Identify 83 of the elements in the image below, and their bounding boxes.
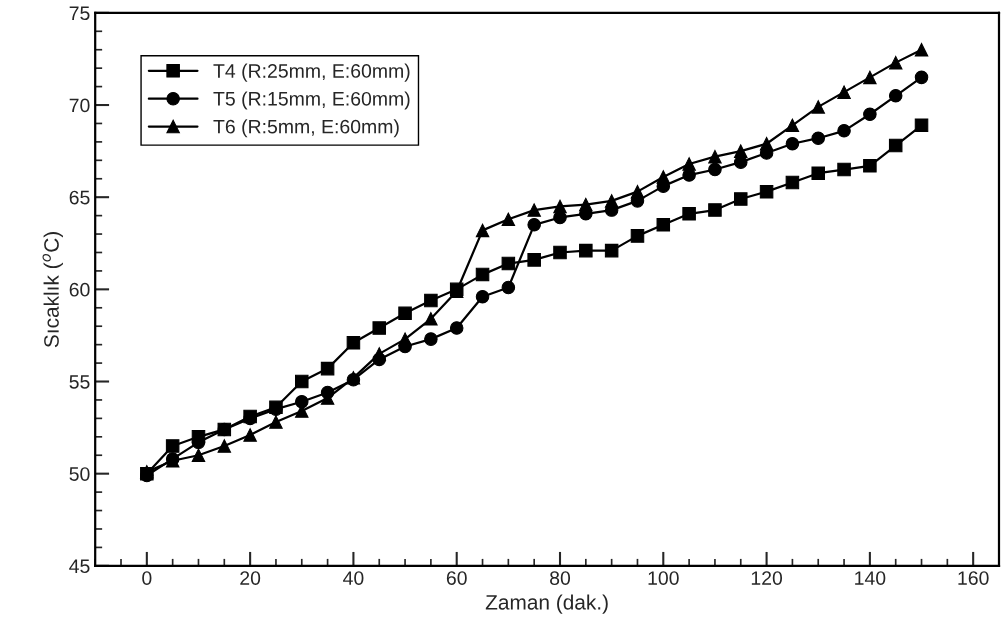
point bbox=[527, 218, 541, 232]
point bbox=[553, 199, 567, 214]
point bbox=[449, 321, 464, 335]
point bbox=[630, 229, 645, 243]
point bbox=[295, 374, 309, 389]
point bbox=[888, 138, 903, 153]
point bbox=[527, 253, 541, 267]
point bbox=[914, 70, 929, 85]
point bbox=[888, 89, 903, 103]
point bbox=[785, 175, 800, 190]
x-tick-label: 80 bbox=[550, 571, 571, 585]
point bbox=[888, 55, 903, 70]
point bbox=[475, 289, 490, 304]
point bbox=[295, 395, 309, 409]
x-tick-label: 140 bbox=[855, 571, 886, 585]
point bbox=[914, 42, 929, 57]
point bbox=[733, 144, 748, 158]
point bbox=[811, 100, 825, 114]
point bbox=[501, 280, 516, 295]
point bbox=[527, 203, 541, 217]
point bbox=[604, 194, 619, 208]
point bbox=[243, 428, 257, 442]
legend-label: T4 (R:25mm, E:60mm) bbox=[213, 63, 410, 82]
point bbox=[656, 218, 671, 232]
point bbox=[708, 149, 722, 164]
x-tick-label: 120 bbox=[751, 571, 783, 585]
point bbox=[424, 312, 438, 326]
point bbox=[398, 332, 412, 346]
y-axis-title: Sıcaklık ($^{o}$C) bbox=[42, 232, 63, 348]
y-tick-label: 65 bbox=[69, 190, 90, 205]
point bbox=[785, 118, 800, 133]
point bbox=[217, 439, 232, 453]
point bbox=[837, 162, 851, 177]
point bbox=[553, 245, 567, 260]
point bbox=[475, 267, 490, 282]
point bbox=[346, 336, 361, 350]
point bbox=[759, 136, 774, 151]
point bbox=[863, 70, 877, 85]
point bbox=[191, 448, 206, 463]
y-tick-label: 55 bbox=[69, 375, 90, 389]
legend-label: T6 (R:5mm, E:60mm) bbox=[213, 119, 399, 138]
y-tick-label: 75 bbox=[69, 6, 90, 21]
point bbox=[165, 439, 180, 453]
point bbox=[914, 118, 929, 133]
point bbox=[863, 107, 877, 122]
y-tick-label: 60 bbox=[69, 282, 90, 297]
point bbox=[759, 184, 774, 199]
x-tick-label: 100 bbox=[648, 571, 679, 585]
y-tick-label: 70 bbox=[69, 98, 90, 113]
point bbox=[424, 332, 438, 346]
point bbox=[501, 256, 516, 271]
point bbox=[630, 184, 645, 199]
x-tick-label: 60 bbox=[446, 571, 467, 585]
point bbox=[682, 157, 696, 171]
point bbox=[811, 131, 825, 145]
x-axis-title: Zaman (dak.) bbox=[485, 594, 608, 614]
x-tick-label: 0 bbox=[142, 571, 152, 585]
x-tick-label: 160 bbox=[958, 571, 989, 585]
point bbox=[269, 415, 283, 429]
point bbox=[372, 321, 387, 335]
point bbox=[682, 207, 696, 221]
x-tick-label: 20 bbox=[240, 571, 261, 585]
point bbox=[579, 243, 593, 258]
point bbox=[579, 197, 593, 212]
point bbox=[424, 293, 438, 308]
point bbox=[501, 212, 516, 227]
legend-label: T5 (R:15mm, E:60mm) bbox=[213, 91, 410, 110]
point bbox=[708, 203, 722, 217]
point bbox=[733, 192, 748, 206]
point bbox=[837, 85, 851, 99]
point bbox=[811, 166, 825, 180]
point bbox=[785, 136, 800, 151]
point bbox=[398, 306, 412, 321]
point bbox=[837, 124, 851, 138]
y-tick-label: 50 bbox=[69, 467, 90, 481]
point bbox=[656, 170, 671, 184]
point bbox=[863, 159, 877, 173]
point bbox=[708, 162, 722, 177]
point bbox=[604, 243, 619, 258]
y-tick-label: 45 bbox=[69, 559, 90, 574]
point bbox=[320, 361, 335, 376]
x-tick-label: 40 bbox=[343, 571, 364, 585]
point bbox=[475, 223, 490, 238]
